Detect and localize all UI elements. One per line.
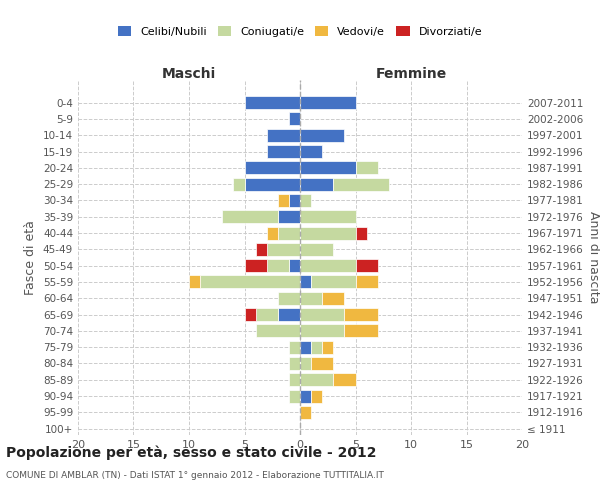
Legend: Celibi/Nubili, Coniugati/e, Vedovi/e, Divorziati/e: Celibi/Nubili, Coniugati/e, Vedovi/e, Di… bbox=[113, 22, 487, 42]
Bar bbox=[200, 276, 300, 288]
Bar bbox=[300, 145, 322, 158]
Bar bbox=[289, 357, 300, 370]
Bar bbox=[300, 259, 355, 272]
Bar bbox=[245, 259, 266, 272]
Bar bbox=[300, 194, 311, 207]
Bar bbox=[245, 162, 300, 174]
Bar bbox=[189, 276, 200, 288]
Bar bbox=[311, 357, 334, 370]
Bar bbox=[289, 373, 300, 386]
Bar bbox=[245, 96, 300, 109]
Bar bbox=[300, 128, 344, 142]
Bar bbox=[245, 308, 256, 321]
Bar bbox=[300, 96, 355, 109]
Bar bbox=[311, 340, 322, 353]
Bar bbox=[344, 324, 378, 338]
Bar bbox=[334, 373, 355, 386]
Bar bbox=[355, 259, 378, 272]
Bar bbox=[300, 373, 334, 386]
Bar bbox=[300, 308, 344, 321]
Bar bbox=[289, 194, 300, 207]
Bar bbox=[300, 243, 334, 256]
Bar bbox=[322, 340, 334, 353]
Bar bbox=[278, 308, 300, 321]
Bar bbox=[278, 210, 300, 224]
Bar bbox=[289, 390, 300, 402]
Bar bbox=[289, 112, 300, 126]
Bar bbox=[266, 243, 300, 256]
Bar bbox=[266, 259, 289, 272]
Bar bbox=[300, 406, 311, 419]
Bar bbox=[266, 145, 300, 158]
Bar bbox=[256, 324, 300, 338]
Bar bbox=[322, 292, 344, 305]
Bar bbox=[278, 292, 300, 305]
Bar bbox=[355, 162, 378, 174]
Bar bbox=[300, 357, 311, 370]
Bar bbox=[311, 390, 322, 402]
Y-axis label: Anni di nascita: Anni di nascita bbox=[587, 211, 600, 304]
Bar bbox=[355, 226, 367, 239]
Text: Maschi: Maschi bbox=[162, 68, 216, 82]
Bar bbox=[300, 340, 311, 353]
Text: Femmine: Femmine bbox=[376, 68, 446, 82]
Bar bbox=[256, 243, 266, 256]
Bar bbox=[300, 210, 355, 224]
Bar bbox=[300, 324, 344, 338]
Bar bbox=[233, 178, 245, 190]
Bar bbox=[300, 390, 311, 402]
Bar bbox=[300, 276, 311, 288]
Bar bbox=[355, 276, 378, 288]
Bar bbox=[278, 226, 300, 239]
Bar bbox=[300, 178, 334, 190]
Bar bbox=[256, 308, 278, 321]
Bar bbox=[344, 308, 378, 321]
Bar bbox=[300, 162, 355, 174]
Bar bbox=[300, 292, 322, 305]
Bar bbox=[278, 194, 289, 207]
Bar bbox=[334, 178, 389, 190]
Bar bbox=[223, 210, 278, 224]
Bar bbox=[311, 276, 355, 288]
Bar bbox=[245, 178, 300, 190]
Text: Popolazione per età, sesso e stato civile - 2012: Popolazione per età, sesso e stato civil… bbox=[6, 446, 377, 460]
Bar bbox=[266, 128, 300, 142]
Y-axis label: Fasce di età: Fasce di età bbox=[25, 220, 37, 295]
Bar bbox=[300, 226, 355, 239]
Bar bbox=[289, 259, 300, 272]
Text: COMUNE DI AMBLAR (TN) - Dati ISTAT 1° gennaio 2012 - Elaborazione TUTTITALIA.IT: COMUNE DI AMBLAR (TN) - Dati ISTAT 1° ge… bbox=[6, 470, 384, 480]
Bar bbox=[289, 340, 300, 353]
Bar bbox=[266, 226, 278, 239]
